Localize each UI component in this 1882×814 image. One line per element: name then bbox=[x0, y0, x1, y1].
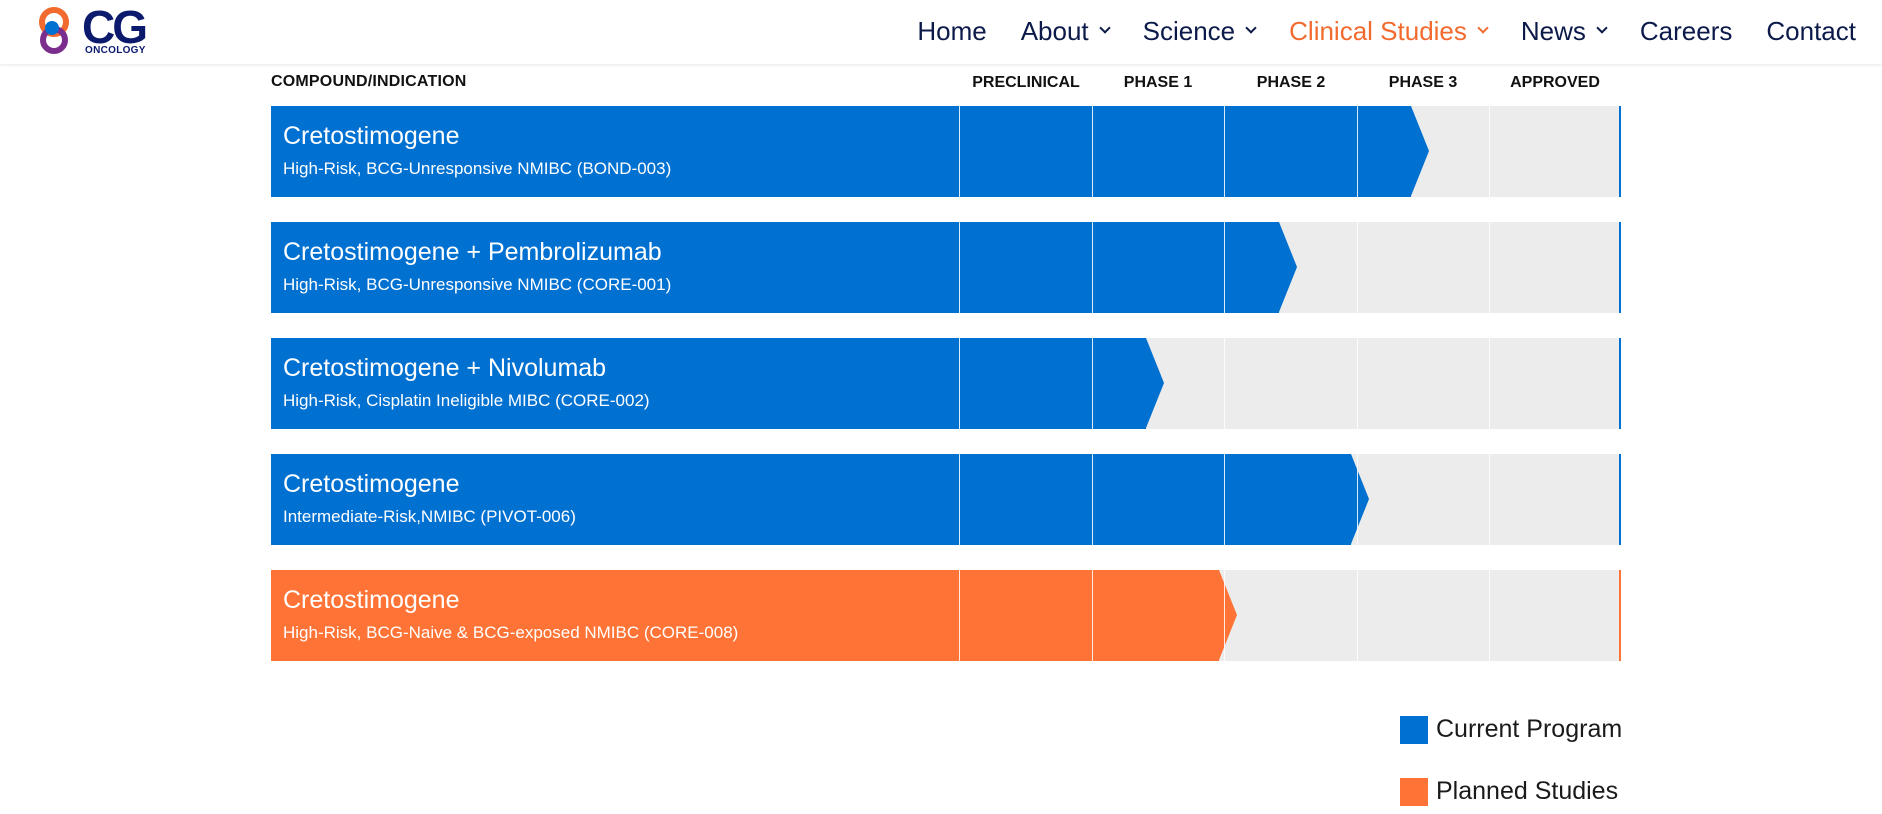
phase-divider bbox=[1489, 454, 1490, 545]
nav-about-label: About bbox=[1020, 15, 1089, 46]
legend-swatch-planned bbox=[1400, 777, 1428, 806]
progress-bar-fill bbox=[271, 106, 1412, 197]
row-subtitle: High-Risk, BCG-Unresponsive NMIBC (CORE-… bbox=[283, 275, 672, 294]
chevron-down-icon bbox=[1098, 22, 1111, 34]
phase-divider bbox=[1092, 570, 1093, 661]
row-subtitle: High-Risk, BCG-Unresponsive NMIBC (BOND-… bbox=[283, 159, 672, 178]
nav-home-label: Home bbox=[917, 15, 987, 46]
progress-arrow-tip bbox=[1146, 338, 1165, 428]
legend-planned-studies: Planned Studies bbox=[1400, 777, 1618, 806]
phase-divider bbox=[959, 222, 960, 313]
nav-about[interactable]: About bbox=[1020, 15, 1111, 47]
pipeline-row: Cretostimogene Intermediate-Risk,NMIBC (P… bbox=[271, 454, 1621, 545]
pipeline-row: Cretostimogene + Pembrolizumab High-Risk,… bbox=[271, 222, 1621, 313]
phase-divider bbox=[1092, 106, 1093, 197]
row-title: Cretostimogene bbox=[283, 122, 460, 150]
nav-clinical-studies-label: Clinical Studies bbox=[1289, 15, 1467, 46]
phase-divider bbox=[1357, 106, 1358, 197]
row-subtitle: Intermediate-Risk,NMIBC (PIVOT-006) bbox=[283, 507, 576, 526]
nav-clinical-studies[interactable]: Clinical Studies bbox=[1289, 15, 1489, 47]
phase-divider bbox=[959, 106, 960, 197]
nav-science[interactable]: Science bbox=[1142, 15, 1257, 47]
phase-divider bbox=[1489, 570, 1490, 661]
row-subtitle: High-Risk, BCG-Naive & BCG-exposed NMIBC… bbox=[283, 623, 739, 642]
chevron-down-icon bbox=[1596, 22, 1608, 34]
nav-news-label: News bbox=[1520, 15, 1586, 46]
compound-column-header: COMPOUND/INDICATION bbox=[271, 73, 467, 90]
chevron-down-icon bbox=[1477, 22, 1489, 34]
phase-divider bbox=[1357, 570, 1358, 661]
pipeline-row: Cretostimogene + Nivolumab High-Risk, Cis… bbox=[271, 338, 1621, 429]
phase-header-approved: APPROVED bbox=[1510, 74, 1600, 91]
chevron-down-icon bbox=[1245, 22, 1257, 34]
nav-contact[interactable]: Contact bbox=[1766, 16, 1856, 47]
phase-divider bbox=[1092, 338, 1093, 429]
site-header: CG ONCOLOGY Home About Science Clinical … bbox=[0, 0, 1882, 64]
row-end-marker bbox=[1619, 570, 1621, 661]
phase-header-phase-2: PHASE 2 bbox=[1256, 74, 1326, 91]
cg-oncology-logo[interactable]: CG ONCOLOGY bbox=[38, 1, 178, 58]
phase-divider bbox=[1224, 106, 1225, 197]
nav-news[interactable]: News bbox=[1520, 15, 1608, 47]
phase-divider bbox=[1357, 454, 1358, 545]
phase-divider bbox=[1489, 222, 1490, 313]
row-title: Cretostimogene + Pembrolizumab bbox=[283, 238, 662, 266]
phase-header-phase-3: PHASE 3 bbox=[1388, 74, 1458, 91]
pipeline-row: Cretostimogene High-Risk, BCG-Unresponsiv… bbox=[271, 106, 1621, 197]
phase-divider bbox=[1357, 222, 1358, 313]
row-end-marker bbox=[1619, 338, 1621, 429]
phase-divider bbox=[1092, 454, 1093, 545]
legend-planned-label: Planned Studies bbox=[1436, 777, 1619, 805]
progress-bar-fill bbox=[271, 338, 1147, 429]
progress-arrow-tip bbox=[1411, 106, 1430, 196]
progress-bar-fill bbox=[271, 222, 1279, 313]
progress-arrow-tip bbox=[1219, 570, 1238, 660]
row-title: Cretostimogene + Nivolumab bbox=[283, 354, 607, 382]
nav-contact-label: Contact bbox=[1766, 15, 1856, 46]
legend-swatch-current bbox=[1400, 715, 1428, 744]
phase-divider bbox=[1224, 570, 1225, 661]
legend-current-label: Current Program bbox=[1436, 715, 1623, 743]
phase-divider bbox=[959, 454, 960, 545]
legend-current-program: Current Program bbox=[1400, 715, 1622, 744]
phase-divider bbox=[1224, 454, 1225, 545]
phase-divider bbox=[1092, 222, 1093, 313]
phase-divider bbox=[1489, 106, 1490, 197]
nav-careers-label: Careers bbox=[1639, 15, 1733, 46]
row-end-marker bbox=[1619, 454, 1621, 545]
phase-divider bbox=[1224, 338, 1225, 429]
row-subtitle: High-Risk, Cisplatin Ineligible MIBC (CO… bbox=[283, 391, 650, 410]
nav-science-label: Science bbox=[1142, 15, 1236, 46]
pipeline-row: Cretostimogene High-Risk, BCG-Naive & BCG… bbox=[271, 570, 1621, 661]
logo-subtext: ONCOLOGY bbox=[85, 45, 146, 56]
phase-header-preclinical: PRECLINICAL bbox=[972, 74, 1080, 91]
phase-divider bbox=[959, 338, 960, 429]
progress-bar-fill bbox=[271, 454, 1352, 545]
progress-arrow-tip bbox=[1351, 454, 1370, 544]
phase-header-phase-1: PHASE 1 bbox=[1123, 74, 1193, 91]
logo-text: CG bbox=[82, 1, 148, 53]
main-nav: Home About Science Clinical Studies News… bbox=[883, 0, 1856, 62]
phase-divider bbox=[1224, 222, 1225, 313]
row-title: Cretostimogene bbox=[283, 470, 460, 498]
progress-arrow-tip bbox=[1278, 222, 1297, 312]
phase-divider bbox=[1489, 338, 1490, 429]
phase-divider bbox=[959, 570, 960, 661]
nav-home[interactable]: Home bbox=[917, 16, 986, 47]
row-end-marker bbox=[1619, 222, 1621, 313]
row-end-marker bbox=[1619, 106, 1621, 197]
logo-mark-icon bbox=[39, 7, 69, 54]
progress-bar-fill bbox=[271, 570, 1220, 661]
phase-divider bbox=[1357, 338, 1358, 429]
nav-careers[interactable]: Careers bbox=[1640, 16, 1732, 47]
row-title: Cretostimogene bbox=[283, 586, 460, 614]
